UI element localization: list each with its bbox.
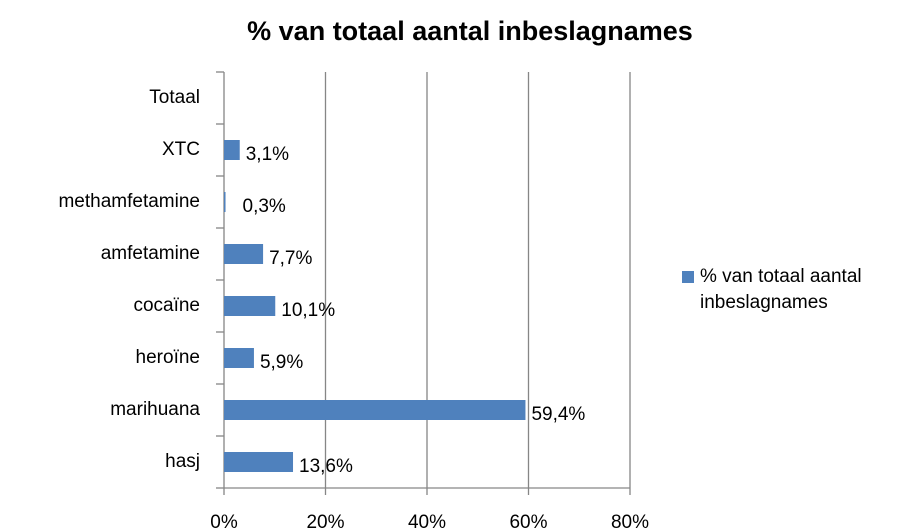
legend-swatch bbox=[682, 271, 694, 283]
legend-label: % van totaal aantal inbeslagnames bbox=[700, 266, 862, 313]
value-label: 5,9% bbox=[260, 352, 303, 373]
bar bbox=[224, 192, 226, 212]
value-label: 3,1% bbox=[246, 144, 289, 165]
y-tick-label: marihuana bbox=[110, 399, 200, 420]
x-tick-label: 40% bbox=[408, 512, 446, 529]
x-tick-label: 80% bbox=[611, 512, 649, 529]
value-label: 10,1% bbox=[281, 300, 335, 321]
legend: % van totaal aantal inbeslagnames bbox=[682, 264, 902, 316]
y-tick-label: hasj bbox=[165, 451, 200, 472]
x-tick-label: 60% bbox=[509, 512, 547, 529]
bar bbox=[224, 452, 294, 472]
value-label: 13,6% bbox=[299, 456, 353, 477]
x-tick-label: 20% bbox=[306, 512, 344, 529]
y-tick-label: Totaal bbox=[149, 87, 200, 108]
y-tick-label: methamfetamine bbox=[58, 191, 200, 212]
bar bbox=[224, 348, 254, 368]
bar bbox=[224, 140, 240, 160]
value-label: 59,4% bbox=[531, 404, 585, 425]
y-tick-label: amfetamine bbox=[101, 243, 200, 264]
bar bbox=[224, 296, 276, 316]
x-tick-label: 0% bbox=[210, 512, 238, 529]
value-label: 7,7% bbox=[269, 248, 312, 269]
chart-title: % van totaal aantal inbeslagnames bbox=[247, 16, 693, 46]
bar bbox=[224, 400, 526, 420]
y-tick-label: XTC bbox=[162, 139, 200, 160]
value-label: 0,3% bbox=[243, 196, 286, 217]
y-tick-label: heroïne bbox=[136, 347, 200, 368]
y-tick-label: cocaïne bbox=[133, 295, 200, 316]
bar bbox=[224, 244, 264, 264]
